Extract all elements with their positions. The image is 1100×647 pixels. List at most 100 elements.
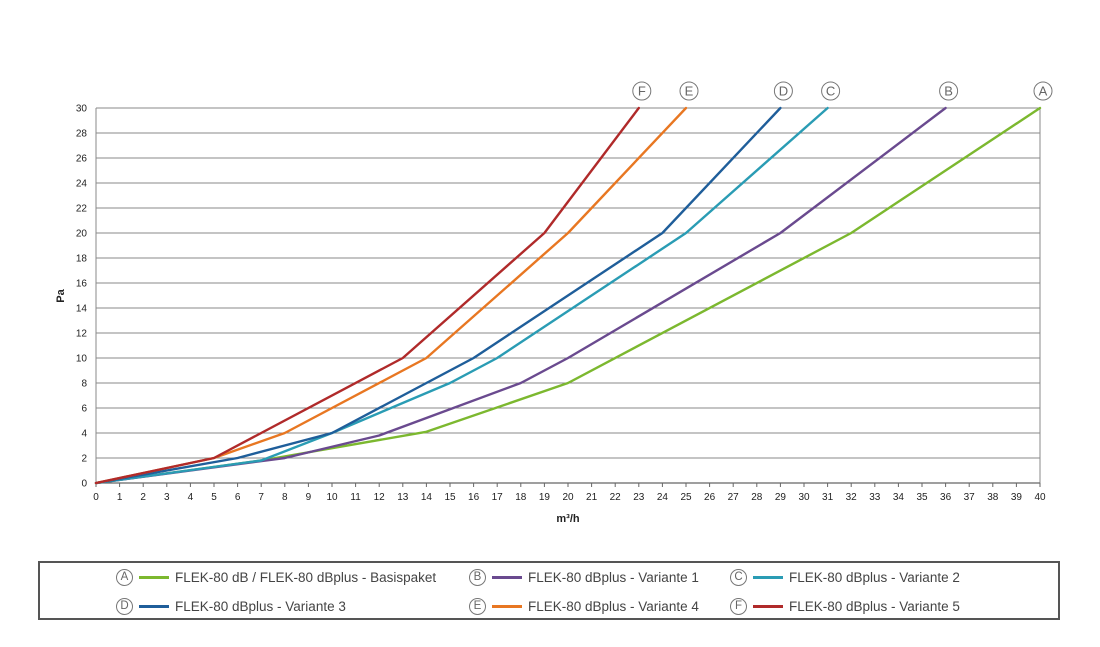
circle-e-icon [679,81,699,101]
legend-label-e: FLEK-80 dBplus - Variante 4 [528,598,699,614]
x-tick-label: 10 [326,492,338,503]
x-tick-label: 16 [468,492,480,503]
legend-item-b: B FLEK-80 dBplus - Variante 1 [469,567,699,587]
circle-b-icon [939,81,959,101]
series-end-label-d: D [779,84,788,99]
legend-swatch-a [139,575,169,579]
series-line-d [94,106,782,485]
series-line-c [94,106,829,485]
x-tick-label: 24 [657,492,669,503]
x-tick-label: 25 [680,492,692,503]
circle-e-icon: E [469,597,486,615]
x-tick-label: 21 [586,492,598,503]
series-end-labels: A B C D E F [632,81,1053,101]
legend-swatch-b [492,575,522,579]
x-tick-label: 34 [893,492,905,503]
circle-a-icon [1033,81,1053,101]
x-tick-label: 3 [164,492,170,503]
y-tick-label: 0 [81,479,87,490]
y-tick-label: 4 [81,429,87,440]
circle-a-icon: A [116,568,133,586]
x-axis-ticks: 0 1 2 3 4 5 6 7 8 9 10 11 12 13 14 15 16 17 18 19 20 21 22 23 24… [93,483,1046,503]
y-tick-label: 30 [76,104,88,115]
circle-b-icon: B [469,568,486,586]
x-tick-label: 7 [258,492,264,503]
x-tick-label: 11 [350,492,361,503]
x-tick-label: 12 [374,492,386,503]
legend-label-b: FLEK-80 dBplus - Variante 1 [528,569,699,585]
x-tick-label: 20 [562,492,574,503]
x-tick-label: 29 [775,492,787,503]
x-tick-label: 28 [751,492,763,503]
x-tick-label: 26 [704,492,716,503]
y-tick-label: 26 [76,154,88,165]
x-tick-label: 13 [397,492,409,503]
x-tick-label: 22 [610,492,622,503]
x-tick-label: 2 [140,492,146,503]
y-tick-label: 8 [81,379,87,390]
circle-f-icon [632,81,652,101]
x-tick-label: 5 [211,492,217,503]
legend-swatch-f [753,604,783,608]
circle-c-icon: C [730,568,747,586]
x-tick-label: 9 [306,492,312,503]
legend-label-f: FLEK-80 dBplus - Variante 5 [789,598,960,614]
y-tick-label: 2 [81,454,87,465]
y-tick-label: 16 [76,279,88,290]
x-tick-label: 0 [93,492,99,503]
legend-label-c: FLEK-80 dBplus - Variante 2 [789,569,960,585]
circle-d-icon: D [116,597,133,615]
y-tick-label: 6 [81,404,87,415]
series-end-label-a: A [1039,84,1048,99]
legend-item-f: F FLEK-80 dBplus - Variante 5 [730,596,960,616]
x-tick-label: 18 [515,492,527,503]
line-chart: 0 1 2 3 4 5 6 7 8 9 10 11 12 13 14 15 16 17 18 19 20 21 22 23 24… [55,81,1053,525]
x-tick-label: 8 [282,492,288,503]
series-end-label-e: E [685,84,694,99]
x-tick-label: 4 [188,492,194,503]
x-tick-label: 39 [1011,492,1023,503]
x-tick-label: 32 [846,492,858,503]
legend-item-d: D FLEK-80 dBplus - Variante 3 [116,596,346,616]
series-line-f [94,106,640,485]
x-tick-label: 38 [987,492,999,503]
series-line-b [94,106,947,485]
circle-c-icon [821,81,841,101]
x-tick-label: 40 [1034,492,1046,503]
circle-d-icon [773,81,793,101]
legend-swatch-c [753,575,783,579]
x-tick-label: 1 [117,492,123,503]
x-tick-label: 17 [492,492,504,503]
legend: A FLEK-80 dB / FLEK-80 dBplus - Basispak… [38,561,1060,620]
y-tick-label: 14 [76,304,88,315]
legend-item-c: C FLEK-80 dBplus - Variante 2 [730,567,960,587]
series-end-label-c: C [826,84,835,99]
y-tick-label: 18 [76,254,88,265]
legend-label-a: FLEK-80 dB / FLEK-80 dBplus - Basispaket [175,569,437,585]
y-tick-label: 12 [76,329,88,340]
x-tick-label: 6 [235,492,241,503]
x-tick-label: 37 [964,492,976,503]
x-tick-label: 19 [539,492,551,503]
x-tick-label: 15 [444,492,456,503]
y-tick-label: 28 [76,129,88,140]
x-tick-label: 35 [916,492,928,503]
y-tick-label: 24 [76,179,88,190]
x-tick-label: 30 [798,492,810,503]
y-axis-title: Pa [55,288,67,302]
y-tick-label: 10 [76,354,88,365]
grid-lines [96,107,1040,459]
series-end-label-f: F [638,84,646,99]
legend-item-e: E FLEK-80 dBplus - Variante 4 [469,596,699,616]
y-tick-label: 22 [76,204,88,215]
x-tick-label: 27 [728,492,740,503]
x-tick-label: 33 [869,492,881,503]
legend-swatch-d [139,604,169,608]
x-tick-label: 14 [421,492,433,503]
y-tick-label: 20 [76,229,88,240]
x-tick-label: 23 [633,492,645,503]
circle-f-icon: F [730,597,747,615]
series-end-label-b: B [944,84,953,99]
legend-label-d: FLEK-80 dBplus - Variante 3 [175,598,346,614]
